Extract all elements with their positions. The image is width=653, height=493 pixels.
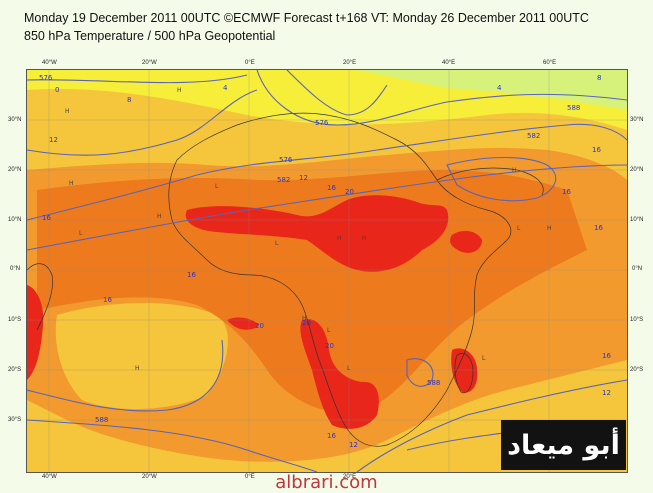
lon-label-top: 40°E — [442, 60, 456, 66]
svg-text:H: H — [135, 365, 140, 372]
very-hot-area — [27, 285, 44, 380]
contour-label: 20 — [302, 319, 311, 327]
contour-label: 16 — [602, 352, 611, 360]
lon-label-top: 20°W — [142, 60, 157, 66]
contour-label: 8 — [127, 96, 131, 104]
very-hot-area — [450, 230, 482, 253]
svg-text:H: H — [65, 108, 70, 115]
contour-label: 4 — [223, 84, 228, 92]
contour-label: 16 — [187, 271, 196, 279]
lat-label-left: 0°N — [10, 266, 21, 272]
contour-labels: 0 8 12 12 16 20 16 16 16 20 20 20 16 12 … — [42, 74, 611, 449]
lat-label-left: 30°N — [8, 117, 22, 123]
lat-label-left: 30°S — [8, 417, 22, 423]
geopotential-label: 576 — [39, 74, 53, 82]
geopotential-label: 588 — [427, 379, 440, 387]
lat-label-left: 20°N — [8, 167, 22, 173]
lat-label-right: 10°S — [630, 317, 644, 323]
svg-text:L: L — [275, 240, 279, 247]
map-title-line1: Monday 19 December 2011 00UTC ©ECMWF For… — [24, 11, 589, 25]
geopotential-label: 576 — [315, 119, 329, 127]
lon-label-top: 0°E — [245, 60, 255, 66]
contour-label: 20 — [255, 322, 264, 330]
very-hot-area — [300, 319, 379, 429]
geopotential-label: 588 — [567, 104, 580, 112]
contour-label: 20 — [325, 342, 334, 350]
madagascar-coastline — [454, 353, 474, 394]
lat-label-right: 20°S — [630, 367, 644, 373]
watermark-logo: أبو ميعاد — [501, 420, 626, 470]
lat-label-left: 10°S — [8, 317, 22, 323]
lon-label-bottom: 20°E — [343, 474, 357, 480]
contour-label: 4 — [497, 84, 502, 92]
contour-label: 12 — [49, 136, 58, 144]
svg-text:L: L — [347, 365, 351, 372]
svg-text:L: L — [79, 230, 83, 237]
pressure-markers: H H H H L H H L L H H L L L H H L — [65, 87, 552, 372]
lat-label-left: 10°N — [8, 217, 22, 223]
contour-label: 12 — [602, 389, 611, 397]
lon-label-top: 20°E — [343, 60, 357, 66]
svg-text:H: H — [337, 235, 342, 242]
south-america-coastline — [27, 263, 53, 331]
svg-text:H: H — [69, 180, 74, 187]
svg-text:L: L — [215, 183, 219, 190]
contour-label: 16 — [562, 188, 571, 196]
contour-label: 12 — [349, 441, 358, 449]
contour-label: 16 — [594, 224, 603, 232]
very-hot-area — [227, 317, 259, 330]
lon-label-top: 60°E — [543, 60, 557, 66]
contour-label: 16 — [592, 146, 601, 154]
lon-label-top: 40°W — [42, 60, 57, 66]
svg-text:L: L — [482, 355, 486, 362]
geopotential-contours — [27, 70, 627, 472]
lat-label-right: 20°N — [630, 167, 644, 173]
africa-coastline — [168, 112, 512, 447]
svg-text:H: H — [362, 235, 367, 242]
geopotential-label: 588 — [95, 416, 108, 424]
contour-label: 20 — [345, 188, 354, 196]
geopotential-labels: 576 576 576 582 582 588 588 588 — [39, 74, 580, 424]
svg-text:H: H — [157, 213, 162, 220]
weather-map: 0 8 12 12 16 20 16 16 16 20 20 20 16 12 … — [26, 69, 628, 473]
lat-label-left: 20°S — [8, 367, 22, 373]
lat-label-right: 30°N — [630, 117, 644, 123]
contour-label: 16 — [327, 432, 336, 440]
cold-area — [357, 70, 627, 110]
weather-map-svg: 0 8 12 12 16 20 16 16 16 20 20 20 16 12 … — [27, 70, 627, 472]
lat-label-right: 10°N — [630, 217, 644, 223]
contour-label: 8 — [597, 74, 601, 82]
hot-field — [37, 170, 587, 413]
svg-text:H: H — [512, 167, 517, 174]
svg-text:H: H — [302, 315, 307, 322]
ocean-mild-patch — [55, 302, 228, 410]
site-watermark: albrari.com — [275, 472, 378, 493]
svg-text:H: H — [547, 225, 552, 232]
geopotential-label: 582 — [277, 176, 290, 184]
contour-label: 12 — [299, 174, 308, 182]
lon-label-bottom: 40°W — [42, 474, 57, 480]
contour-label: 16 — [42, 214, 51, 222]
contour-label: 16 — [327, 184, 336, 192]
svg-text:L: L — [327, 327, 331, 334]
lon-label-bottom: 20°W — [142, 474, 157, 480]
lon-label-bottom: 0°E — [245, 474, 255, 480]
svg-text:H: H — [177, 87, 182, 94]
very-hot-area — [185, 195, 449, 272]
geopotential-label: 582 — [527, 132, 540, 140]
very-hot-area — [451, 348, 478, 393]
contour-label: 0 — [55, 86, 59, 94]
lat-label-right: 0°N — [632, 266, 643, 272]
graticule — [27, 70, 627, 472]
geopotential-label: 576 — [279, 156, 293, 164]
svg-text:L: L — [517, 225, 521, 232]
map-title-line2: 850 hPa Temperature / 500 hPa Geopotenti… — [24, 29, 276, 43]
contour-label: 16 — [103, 296, 112, 304]
